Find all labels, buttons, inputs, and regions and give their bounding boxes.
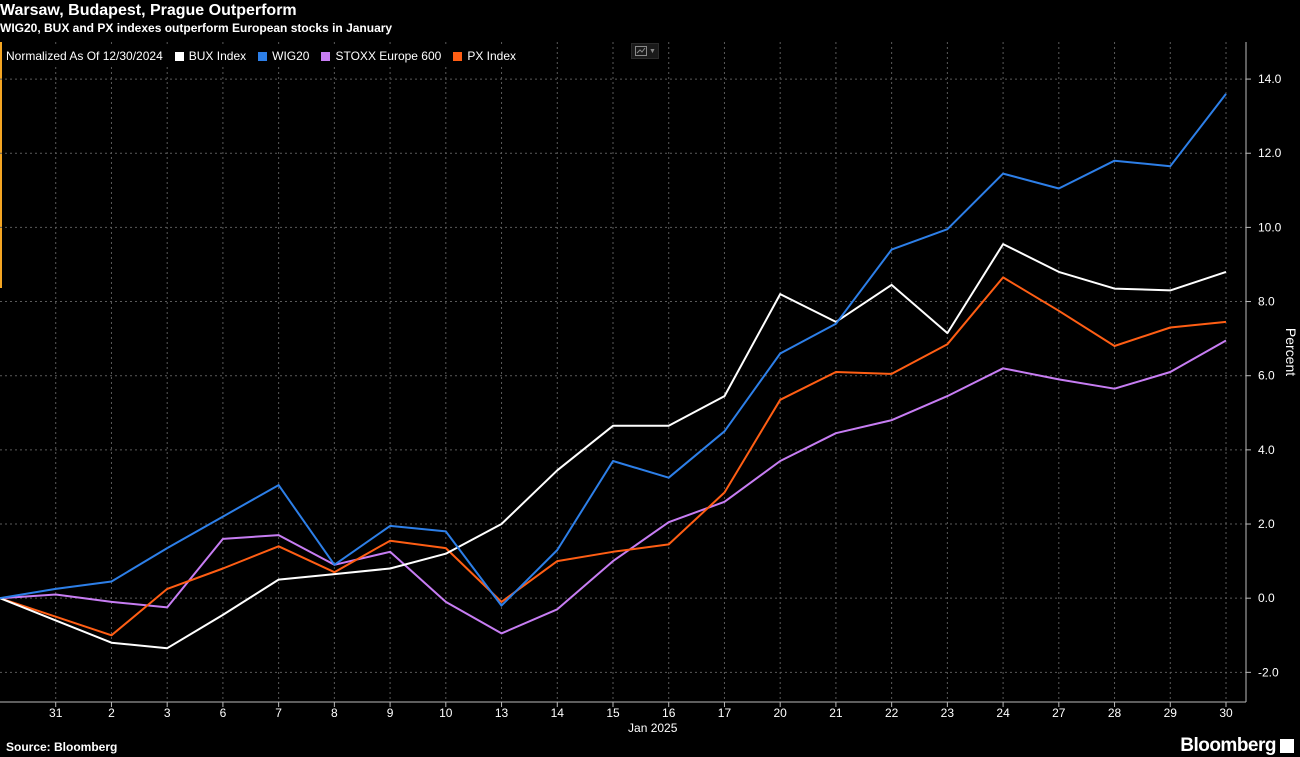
x-tick-label: 28 [1108,706,1122,720]
x-tick-label: 30 [1219,706,1233,720]
y-tick-label: 12.0 [1258,146,1282,160]
axes: -2.00.02.04.06.08.010.012.014.031 2 3 6 7 8 9 1… [0,42,1299,735]
legend-label-wig20: WIG20 [272,49,310,63]
series-line-px-index [0,276,1227,637]
legend-swatch-stoxx [321,51,331,61]
x-tick-label: 27 [1052,706,1066,720]
chart-title: Warsaw, Budapest, Prague Outperform [0,2,297,19]
y-tick-label: 10.0 [1258,220,1282,234]
x-tick-label: 2 [108,706,115,720]
x-tick-label: 13 [495,706,509,720]
legend-item-px[interactable]: PX Index [453,49,516,63]
series-line-bux-index [0,243,1227,650]
x-tick-label: 23 [941,706,955,720]
chart-subtitle: WIG20, BUX and PX indexes outperform Eur… [0,21,393,35]
x-tick-label: 9 [387,706,394,720]
y-tick-label: 14.0 [1258,72,1282,86]
x-tick-label: 21 [829,706,843,720]
x-tick-label: 15 [606,706,620,720]
x-tick-label: 17 [718,706,732,720]
legend-swatch-wig20 [258,51,268,61]
legend-item-wig20[interactable]: WIG20 [258,49,309,63]
brand-logo: Bloomberg [1180,735,1294,757]
x-tick-label: 20 [774,706,788,720]
legend-label-stoxx: STOXX Europe 600 [335,49,442,63]
x-tick-label: 24 [996,706,1010,720]
series-lines [0,93,1227,650]
y-tick-label: -2.0 [1258,665,1279,679]
x-tick-label: 16 [662,706,676,720]
legend-label-px: PX Index [467,49,517,63]
legend: Normalized As Of 12/30/2024 BUX Index WI… [2,45,523,67]
x-group-label: Jan 2025 [628,721,678,735]
series-line-stoxx-europe-600 [0,339,1227,635]
x-tick-label: 29 [1164,706,1178,720]
y-tick-label: 8.0 [1258,295,1275,309]
x-tick-label: 8 [331,706,338,720]
x-tick-label: 22 [885,706,899,720]
x-tick-label: 3 [164,706,171,720]
x-tick-label: 14 [551,706,565,720]
brand-name: Bloomberg [1180,735,1276,756]
legend-swatch-bux [174,51,184,61]
y-axis-title: Percent [1283,328,1299,376]
x-tick-label: 31 [49,706,63,720]
legend-label-bux: BUX Index [188,49,247,63]
y-tick-label: 2.0 [1258,517,1275,531]
x-tick-label: 7 [275,706,282,720]
legend-swatch-px [453,51,463,61]
line-chart-icon [635,46,647,56]
y-tick-label: 4.0 [1258,443,1275,457]
bloomberg-mark-icon [1280,739,1294,753]
legend-item-bux[interactable]: BUX Index [174,49,247,63]
legend-prefix: Normalized As Of 12/30/2024 [6,49,163,63]
legend-item-stoxx[interactable]: STOXX Europe 600 [321,49,441,63]
y-tick-label: 6.0 [1258,369,1275,383]
source-note: Source: Bloomberg [6,740,118,754]
grid [0,42,1246,702]
y-tick-label: 0.0 [1258,591,1275,605]
x-tick-label: 6 [220,706,227,720]
chart-type-button[interactable]: ▼ [631,43,659,59]
accent-bar [0,42,2,288]
chevron-down-icon: ▼ [649,47,656,55]
series-line-wig20 [0,93,1227,607]
x-tick-label: 10 [439,706,453,720]
